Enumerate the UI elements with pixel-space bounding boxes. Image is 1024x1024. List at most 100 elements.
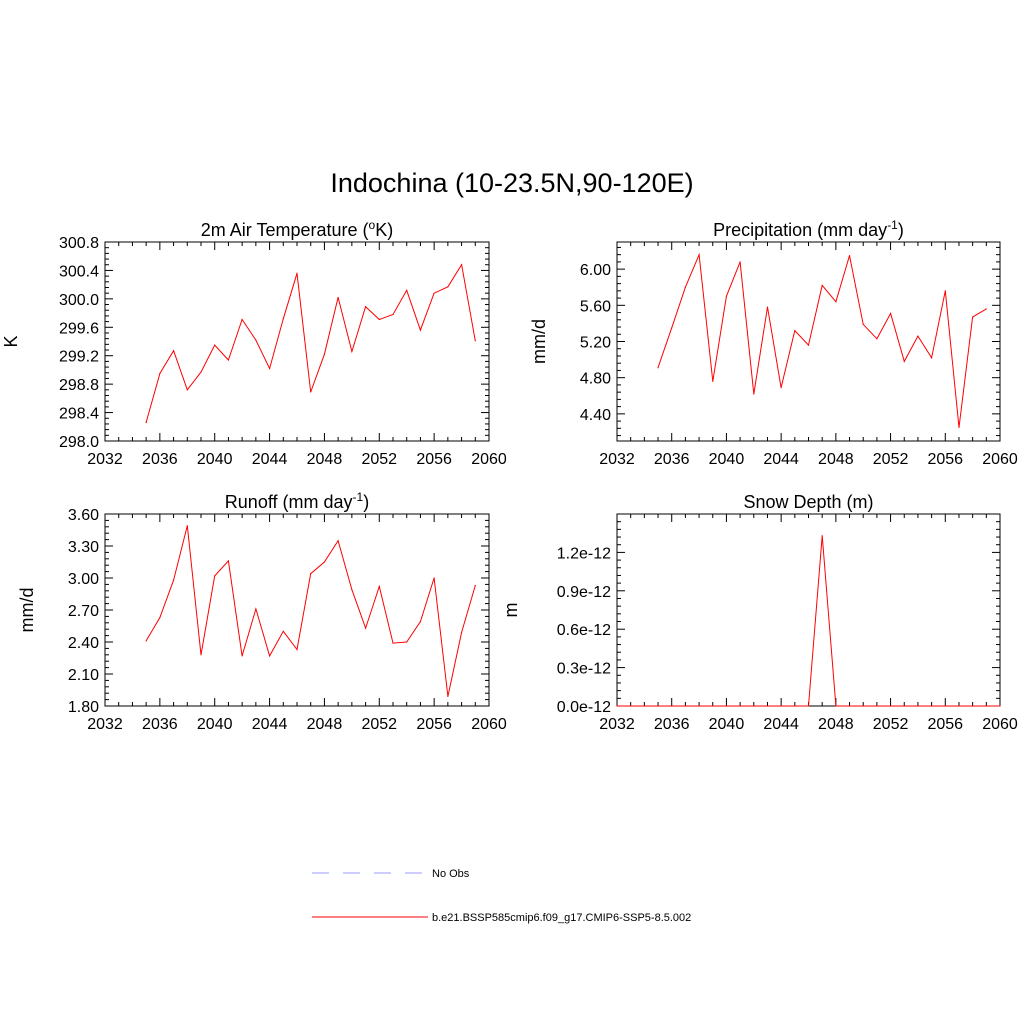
data-point: [985, 308, 987, 310]
data-point: [753, 393, 755, 395]
data-point: [931, 357, 933, 359]
data-point: [876, 705, 878, 707]
data-point: [323, 561, 326, 563]
series-line: [145, 525, 476, 697]
data-point: [392, 313, 394, 316]
y-tick-label: 0.3e-12: [557, 661, 611, 678]
x-tick-label: 2036: [142, 451, 178, 468]
panel-title-suffix: ): [898, 220, 904, 240]
data-point: [378, 318, 380, 321]
data-point: [657, 367, 659, 369]
data-point: [392, 642, 394, 644]
y-tick-label: 5.60: [580, 298, 611, 315]
x-tick-label: 2044: [763, 716, 799, 733]
data-point: [999, 705, 1001, 707]
panel-title-superscript: -1: [353, 490, 364, 504]
data-point: [862, 323, 864, 325]
x-tick-label: 2060: [471, 716, 507, 733]
data-point: [958, 705, 960, 707]
x-tick-label: 2044: [252, 716, 288, 733]
data-point: [917, 705, 919, 707]
y-tick-label: 300.0: [59, 292, 99, 309]
panel-4: Snow Depth (m) 2032 2036 2040 2044 2048 2052 20…: [501, 492, 1018, 733]
data-point: [214, 575, 216, 577]
x-tick-label: 2048: [307, 451, 343, 468]
data-point: [406, 289, 408, 291]
data-point: [671, 705, 673, 707]
y-tick-label: 4.80: [580, 371, 611, 388]
data-point: [310, 391, 312, 393]
y-tick-label: 1.2e-12: [557, 545, 611, 562]
data-point: [433, 577, 435, 579]
x-tick-label: 2060: [982, 716, 1018, 733]
figure-title: Indochina (10-23.5N,90-120E): [330, 168, 694, 198]
y-tick-label: 3.60: [68, 507, 99, 524]
x-tick-label: 2056: [416, 451, 452, 468]
data-point: [944, 290, 946, 292]
plot-frame: [616, 513, 1001, 707]
x-tick-label: 2036: [654, 716, 690, 733]
y-tick-label: 3.00: [68, 571, 99, 588]
x-tick-label: 2048: [818, 716, 854, 733]
data-point: [903, 705, 905, 707]
panel-title-suffix: K): [375, 220, 393, 240]
x-tick-label: 2056: [927, 451, 963, 468]
data-point: [821, 535, 823, 537]
data-point: [406, 641, 408, 643]
data-point: [684, 286, 686, 288]
data-point: [255, 608, 257, 610]
y-tick-label: 299.6: [59, 320, 99, 337]
y-tick-label: 3.30: [68, 539, 99, 556]
data-point: [821, 284, 823, 287]
panel-title: 2m Air Temperature (oK): [201, 218, 393, 240]
plot-frame: [104, 241, 490, 442]
data-point: [378, 585, 380, 588]
data-point: [419, 621, 422, 623]
x-tick-label: 2056: [416, 716, 452, 733]
data-point: [807, 344, 810, 346]
y-tick-label: 2.10: [68, 667, 99, 684]
data-point: [145, 421, 147, 424]
series-line: [617, 535, 1000, 707]
y-tick-label: 1.80: [68, 699, 99, 716]
panel-title-text: Runoff (mm day: [225, 492, 353, 512]
data-point: [282, 630, 284, 632]
data-point: [460, 631, 463, 634]
panel-title-superscript: o: [369, 218, 376, 232]
data-point: [931, 705, 933, 707]
x-tick-label: 2048: [818, 451, 854, 468]
data-point: [712, 380, 714, 382]
data-point: [351, 350, 353, 353]
legend: No Obs b.e21.BSSP585cmip6.f09_g17.CMIP6-S…: [312, 868, 691, 924]
x-tick-label: 2052: [361, 451, 397, 468]
x-tick-label: 2052: [873, 451, 909, 468]
data-point: [255, 339, 257, 341]
data-point: [766, 306, 769, 308]
data-point: [972, 316, 974, 318]
data-point: [186, 389, 188, 391]
data-point: [876, 338, 878, 340]
data-point: [903, 360, 905, 362]
data-point: [447, 286, 449, 288]
series-line: [145, 263, 476, 423]
y-tick-label: 0.6e-12: [557, 622, 611, 639]
data-point: [630, 705, 632, 707]
data-point: [337, 296, 339, 299]
legend-label: No Obs: [432, 868, 470, 880]
data-point: [460, 264, 463, 266]
data-point: [323, 353, 326, 355]
data-point: [725, 295, 728, 297]
y-tick-label: 2.70: [68, 603, 99, 620]
panel-3: Runoff (mm day-1) 2032 2036 2040 2044 2048 205…: [17, 490, 507, 733]
x-tick-label: 2040: [709, 716, 745, 733]
x-tick-label: 2060: [471, 451, 507, 468]
data-point: [433, 292, 435, 294]
data-point: [698, 705, 700, 707]
legend-label: b.e21.BSSP585cmip6.f09_g17.CMIP6-SSP5-8.…: [432, 912, 691, 924]
data-point: [200, 371, 202, 373]
x-tick-label: 2040: [197, 451, 233, 468]
y-tick-label: 299.2: [59, 349, 99, 366]
data-point: [351, 589, 353, 591]
data-point: [753, 705, 755, 707]
data-point: [296, 272, 298, 274]
